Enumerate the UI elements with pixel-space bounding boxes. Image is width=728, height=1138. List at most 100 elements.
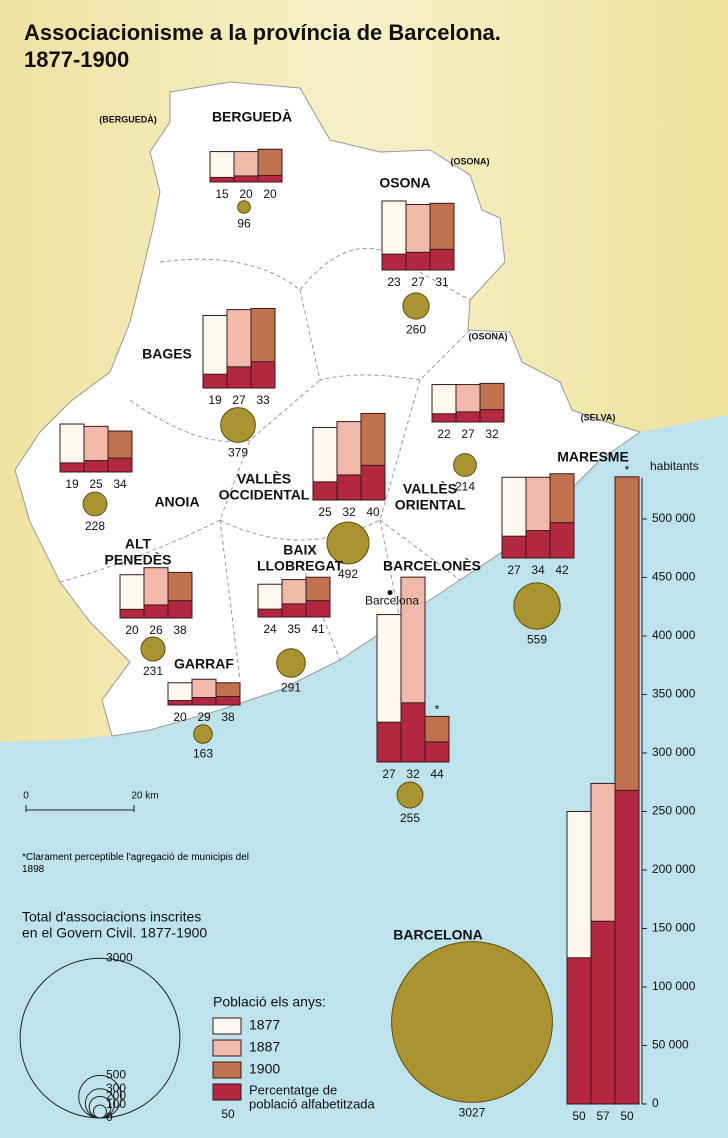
- literate-bar: [143, 604, 169, 619]
- associations-circle: [396, 781, 424, 809]
- literacy-label: 31: [435, 275, 449, 289]
- literacy-label: 20: [239, 187, 253, 201]
- associations-label: 255: [400, 811, 420, 825]
- legend-swatch: [212, 1017, 242, 1035]
- associations-label: 559: [527, 632, 547, 646]
- literacy-label: 24: [263, 622, 277, 636]
- associations-label: 231: [143, 664, 163, 678]
- region-name: PENEDÈS: [105, 552, 172, 568]
- note-box: *Clarament perceptible l'agregació de mu…: [22, 852, 250, 875]
- literate-bar: [566, 957, 592, 1105]
- region-name: BARCELONÈS: [383, 558, 481, 574]
- literacy-label: 27: [411, 275, 425, 289]
- literacy-label: 15: [215, 187, 229, 201]
- literacy-label: 19: [65, 477, 79, 491]
- associations-circle: [276, 648, 306, 678]
- literacy-label: 29: [197, 710, 211, 724]
- literate-bar: [83, 460, 109, 473]
- literacy-label: 50: [572, 1109, 586, 1123]
- city-dot: [387, 590, 393, 596]
- literate-bar: [257, 174, 283, 183]
- literate-bar: [455, 411, 481, 423]
- literate-bar: [501, 535, 527, 559]
- associations-circle: [453, 453, 477, 477]
- legend-swatch: [212, 1083, 242, 1101]
- flag: *: [625, 463, 630, 477]
- literacy-label: 27: [507, 563, 521, 577]
- associations-circle: [391, 941, 553, 1103]
- literate-bar: [525, 530, 551, 559]
- size-legend-label: 200: [106, 1089, 126, 1103]
- county-borders: [59, 247, 471, 681]
- legend-example: 50: [221, 1107, 235, 1121]
- region-name: BARCELONA: [393, 927, 482, 943]
- region-name: BAGES: [142, 346, 192, 362]
- legend-swatch: [212, 1061, 242, 1079]
- literacy-label: 50: [620, 1109, 634, 1123]
- note: *Clarament perceptible l'agregació de mu…: [22, 852, 250, 875]
- literacy-label: 42: [555, 563, 569, 577]
- literate-bar: [431, 413, 457, 423]
- region-name: ANOIA: [154, 494, 199, 510]
- neighbor-label: (BERGUEDÀ): [99, 114, 157, 124]
- literate-bar: [614, 789, 640, 1105]
- literate-bar: [167, 700, 193, 706]
- legend-label: població alfabetitzada: [249, 1096, 376, 1111]
- y-tick-label: 450 000: [652, 570, 696, 584]
- title: Associacionisme a la província de Barcel…: [24, 20, 501, 45]
- region-name: LLOBREGAT: [257, 558, 344, 574]
- literacy-label: 23: [387, 275, 401, 289]
- y-tick-label: 100 000: [652, 979, 696, 993]
- literate-bar: [191, 697, 217, 706]
- literate-bar: [479, 409, 505, 423]
- region-name: ORIENTAL: [395, 497, 466, 513]
- literacy-label: 44: [430, 767, 444, 781]
- literacy-label: 20: [173, 710, 187, 724]
- legend-swatch: [212, 1039, 242, 1057]
- literacy-label: 35: [287, 622, 301, 636]
- literacy-label: 19: [208, 393, 222, 407]
- associations-label: 291: [281, 680, 301, 694]
- region-name: OSONA: [379, 175, 430, 191]
- literate-bar: [381, 253, 407, 271]
- literate-bar: [590, 920, 616, 1105]
- literate-bar: [209, 176, 235, 183]
- scale-bar-label: 20 km: [131, 791, 158, 802]
- literate-bar: [226, 366, 252, 389]
- literate-bar: [107, 457, 133, 473]
- literacy-label: 41: [311, 622, 325, 636]
- literate-bar: [424, 741, 450, 763]
- literacy-label: 40: [366, 505, 380, 519]
- literacy-label: 32: [406, 767, 420, 781]
- legend-label: 1900: [249, 1061, 280, 1077]
- literate-bar: [376, 721, 402, 763]
- literate-bar: [336, 474, 362, 501]
- flag: *: [435, 703, 440, 717]
- literate-bar: [549, 522, 575, 559]
- associations-legend-title: en el Govern Civil. 1877-1900: [22, 925, 207, 941]
- size-legend-circle: [93, 1104, 107, 1119]
- associations-circle: [513, 582, 561, 630]
- literacy-label: 33: [256, 393, 270, 407]
- literacy-label: 38: [221, 710, 235, 724]
- literate-bar: [233, 175, 259, 183]
- region-name: MARESME: [557, 449, 629, 465]
- region-name: GARRAF: [174, 656, 234, 672]
- literate-bar: [119, 608, 145, 619]
- region-name: OCCIDENTAL: [219, 487, 310, 503]
- literate-bar: [360, 464, 386, 501]
- literacy-label: 57: [596, 1109, 610, 1123]
- size-legend-label: 0: [106, 1110, 113, 1124]
- y-tick-label: 50 000: [652, 1038, 689, 1052]
- literate-bar: [215, 696, 241, 706]
- literacy-label: 26: [149, 623, 163, 637]
- associations-label: 379: [228, 446, 248, 460]
- y-tick-label: 350 000: [652, 687, 696, 701]
- literate-bar: [312, 481, 338, 501]
- size-legend-label: 3000: [106, 950, 133, 964]
- literacy-label: 34: [531, 563, 545, 577]
- associations-circle: [220, 407, 256, 443]
- region-name: VALLÈS: [403, 481, 457, 497]
- literacy-label: 34: [113, 477, 127, 491]
